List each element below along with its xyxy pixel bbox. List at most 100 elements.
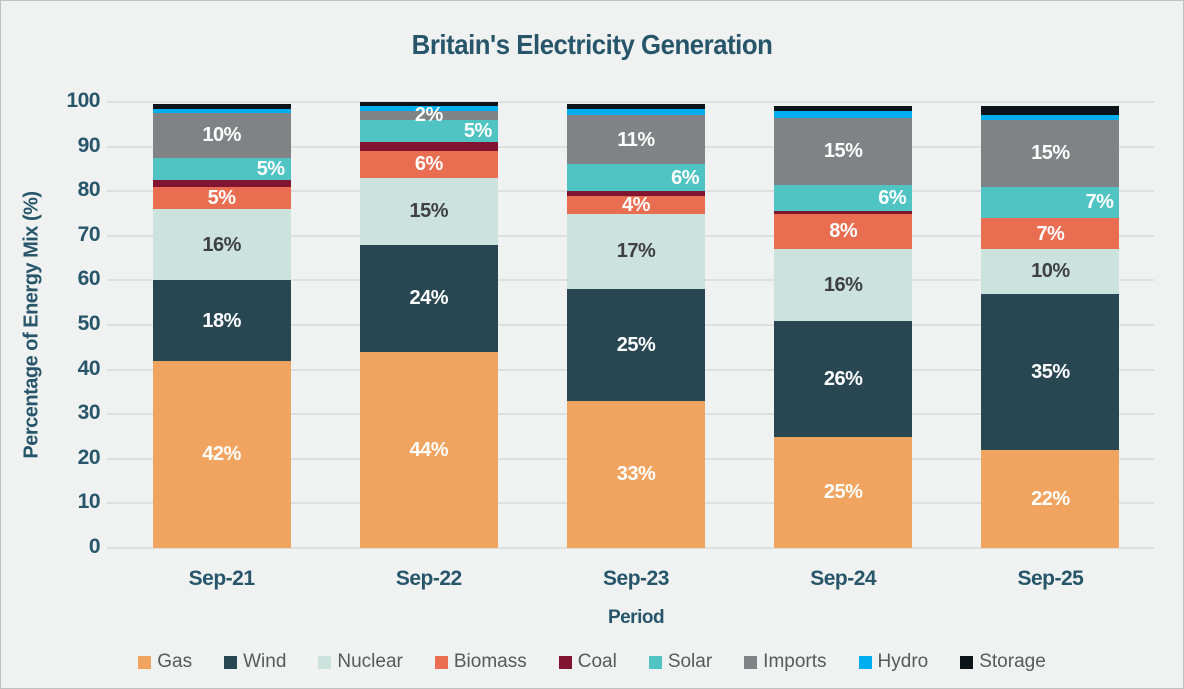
legend-label-wind: Wind bbox=[243, 651, 287, 672]
imports-value-label: 11% bbox=[617, 128, 655, 151]
nuclear-segment: 10% bbox=[981, 249, 1120, 294]
legend-label-solar: Solar bbox=[667, 651, 713, 672]
legend-item-wind: Wind bbox=[224, 651, 286, 673]
y-tick-label-60: 60 bbox=[77, 267, 101, 291]
legend-swatch-coal bbox=[558, 655, 572, 669]
y-tick-label-100: 100 bbox=[66, 89, 100, 112]
y-tick-label-50: 50 bbox=[77, 312, 101, 335]
legend-swatch-biomass bbox=[434, 655, 448, 669]
legend-item-biomass: Biomass bbox=[434, 651, 527, 673]
legend-swatch-nuclear bbox=[318, 655, 332, 669]
biomass-value-label: 4% bbox=[622, 193, 650, 216]
imports-value-label: 15% bbox=[1031, 142, 1070, 165]
nuclear-segment: 16% bbox=[774, 249, 913, 321]
legend-label-storage: Storage bbox=[979, 651, 1046, 672]
biomass-value-label: 7% bbox=[1036, 222, 1065, 245]
solar-value-label: 5% bbox=[256, 157, 285, 180]
gas-segment: 42% bbox=[152, 360, 291, 548]
legend-label-nuclear: Nuclear bbox=[337, 651, 403, 672]
solar-segment: 5% bbox=[152, 157, 291, 181]
hydro-segment bbox=[567, 108, 705, 116]
coal-segment bbox=[774, 211, 913, 214]
wind-value-label: 25% bbox=[616, 334, 656, 357]
imports-segment: 2% bbox=[359, 105, 498, 125]
biomass-value-label: 5% bbox=[207, 186, 236, 209]
imports-segment: 10% bbox=[152, 113, 291, 158]
wind-value-label: 24% bbox=[409, 287, 449, 310]
legend-item-hydro: Hydro bbox=[858, 651, 929, 673]
nuclear-value-label: 17% bbox=[616, 240, 656, 263]
x-axis-title: Period bbox=[607, 607, 665, 628]
x-tick-label-sep-21: Sep-21 bbox=[188, 567, 255, 590]
gas-value-label: 33% bbox=[616, 463, 656, 486]
y-tick-mark-20 bbox=[107, 457, 118, 460]
legend-swatch-hydro bbox=[858, 655, 872, 669]
legend-label-hydro: Hydro bbox=[877, 651, 929, 672]
bar-sep-21: 42% 18% 16% 5% 5% 10% bbox=[152, 102, 291, 548]
bar-sep-25: 22% 35% 10% 7% 7% 15% bbox=[981, 102, 1120, 548]
gas-segment: 33% bbox=[567, 400, 705, 548]
storage-segment bbox=[567, 104, 705, 109]
imports-value-label: 15% bbox=[823, 140, 863, 163]
legend-item-nuclear: Nuclear bbox=[318, 651, 403, 673]
wind-value-label: 26% bbox=[823, 367, 863, 390]
solar-value-label: 6% bbox=[671, 166, 699, 189]
solar-segment: 7% bbox=[981, 186, 1120, 218]
gas-segment: 22% bbox=[981, 449, 1120, 548]
biomass-segment: 8% bbox=[774, 213, 913, 250]
legend-label-gas: Gas bbox=[157, 651, 193, 672]
bar-sep-23: 33% 25% 17% 4% 6% 11% bbox=[567, 102, 705, 548]
legend-item-solar: Solar bbox=[648, 651, 713, 673]
y-tick-label-80: 80 bbox=[77, 178, 101, 202]
imports-value-label: 2% bbox=[414, 104, 443, 127]
legend-swatch-storage bbox=[960, 655, 974, 669]
hydro-segment bbox=[359, 106, 498, 111]
storage-segment bbox=[774, 106, 913, 111]
y-tick-label-70: 70 bbox=[77, 222, 101, 246]
chart-title-text: Britain's Electricity Generation bbox=[411, 29, 773, 60]
y-tick-label-90: 90 bbox=[77, 133, 101, 157]
legend-item-imports: Imports bbox=[744, 651, 827, 673]
gas-segment: 44% bbox=[359, 351, 498, 548]
hydro-segment bbox=[774, 110, 913, 118]
gridline-0 bbox=[118, 547, 1154, 549]
y-tick-label-40: 40 bbox=[77, 356, 101, 380]
y-tick-mark-0 bbox=[107, 547, 118, 549]
legend-swatch-imports bbox=[744, 655, 758, 669]
bar-sep-22: 44% 24% 15% 6% 5% 2% bbox=[359, 102, 498, 548]
coal-segment bbox=[152, 180, 291, 187]
nuclear-value-label: 10% bbox=[1031, 260, 1070, 283]
legend-label-imports: Imports bbox=[763, 651, 827, 672]
nuclear-value-label: 16% bbox=[823, 273, 863, 296]
nuclear-segment: 17% bbox=[567, 213, 705, 290]
gridline-100 bbox=[118, 101, 1154, 103]
gas-value-label: 22% bbox=[1031, 487, 1070, 510]
solar-segment: 6% bbox=[567, 164, 705, 192]
gas-segment: 25% bbox=[774, 436, 913, 548]
plot-area: 42% 18% 16% 5% 5% 10% 44% 24% 15% 6% 5% 2% 33% 25% 17%… bbox=[118, 101, 1154, 549]
imports-segment: 11% bbox=[567, 115, 705, 165]
solar-value-label: 5% bbox=[463, 119, 492, 142]
biomass-segment: 6% bbox=[359, 151, 498, 178]
y-tick-label-10: 10 bbox=[77, 490, 101, 514]
legend-swatch-wind bbox=[224, 655, 238, 669]
chart-title: Britain's Electricity Generation bbox=[1, 29, 1183, 61]
bar-sep-24: 25% 26% 16% 8% 6% 15% bbox=[774, 102, 913, 548]
gas-value-label: 44% bbox=[409, 438, 449, 461]
biomass-segment: 4% bbox=[567, 193, 705, 216]
biomass-segment: 5% bbox=[152, 186, 291, 210]
wind-value-label: 18% bbox=[202, 309, 241, 332]
storage-segment bbox=[359, 102, 498, 107]
x-tick-label-sep-24: Sep-24 bbox=[810, 567, 877, 590]
y-tick-mark-100 bbox=[107, 101, 118, 103]
legend-label-biomass: Biomass bbox=[453, 651, 527, 672]
y-tick-label-0: 0 bbox=[88, 535, 101, 558]
y-tick-mark-30 bbox=[107, 413, 118, 416]
legend-item-coal: Coal bbox=[558, 651, 617, 673]
legend-swatch-solar bbox=[648, 655, 662, 669]
y-tick-mark-40 bbox=[107, 368, 118, 371]
y-tick-mark-10 bbox=[107, 502, 118, 505]
y-tick-mark-90 bbox=[107, 145, 118, 148]
wind-value-label: 35% bbox=[1031, 360, 1070, 383]
